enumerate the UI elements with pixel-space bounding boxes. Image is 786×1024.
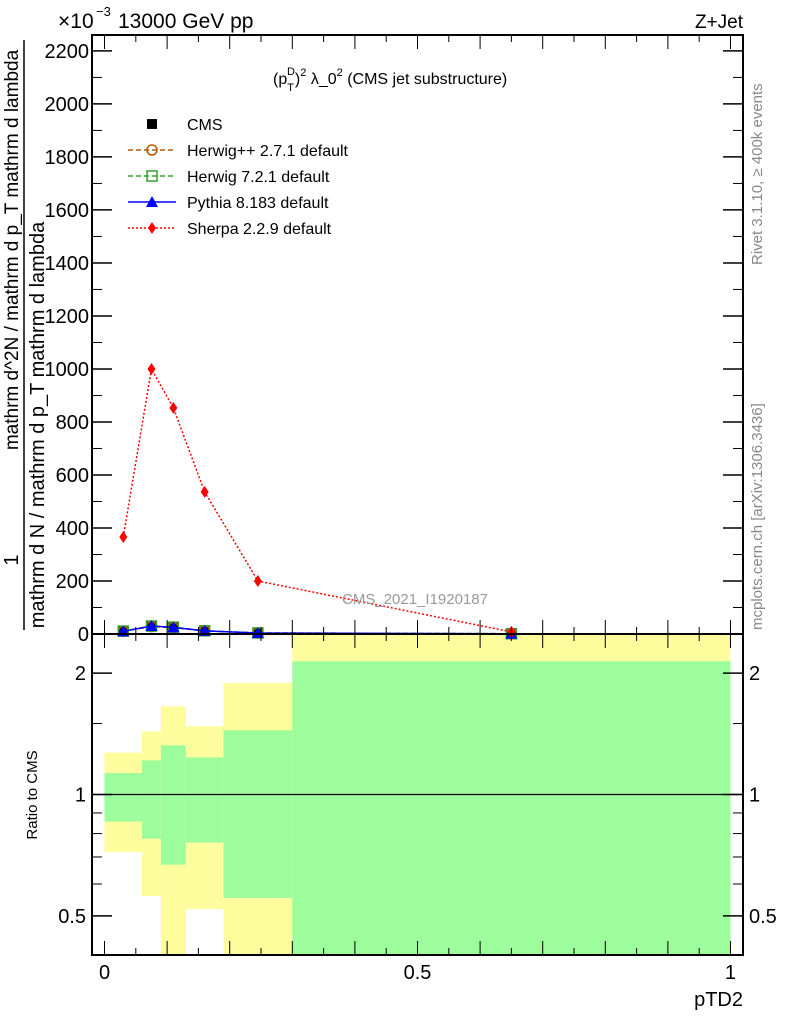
y-axis-label-inner: mathrm d^2N / mathrm d p_T mathrm d lamb… [2, 49, 23, 450]
header-right: Z+Jet [695, 12, 744, 33]
y-tick-label: 0 [78, 624, 89, 646]
legend-marker-cms [147, 119, 157, 129]
ratio-inner-band [142, 760, 161, 839]
side-label-mcplots: mcplots.cern.ch [arXiv:1306.3436] [749, 403, 766, 630]
y-tick-label: 2000 [45, 94, 90, 116]
ratio-y-tick-label: 0.5 [58, 906, 86, 928]
x-tick-label: 1 [725, 962, 736, 984]
axes: 0200400600800100012001400160018002000220… [45, 34, 777, 984]
y-tick-label: 2200 [45, 41, 90, 63]
x-tick-label: 0.5 [404, 962, 432, 984]
legend-label-sherpa-2-2-9-default: Sherpa 2.2.9 default [187, 221, 332, 238]
ratio-y-tick-label-right: 2 [749, 663, 760, 685]
point-sherpa-2-2-9-default [147, 362, 156, 375]
y-tick-label: 1400 [45, 253, 90, 275]
ratio-inner-band [292, 661, 731, 955]
legend-label-herwig-2-7-1-default: Herwig++ 2.7.1 default [187, 143, 349, 160]
series-line-sherpa-2-2-9-default [122, 366, 512, 633]
legend-label-cms: CMS [187, 117, 223, 134]
ratio-inner-band [104, 773, 143, 822]
y-tick-label: 600 [56, 465, 89, 487]
ratio-inner-band [160, 745, 186, 865]
y-tick-label: 200 [56, 571, 89, 593]
ratio-y-tick-label-right: 1 [749, 785, 760, 807]
series-line-pythia-8-183-default [123, 625, 512, 635]
ratio-y-axis-label: Ratio to CMS [24, 750, 41, 839]
y-tick-label: 1000 [45, 359, 90, 381]
ratio-inner-band [223, 730, 293, 898]
watermark: CMS_2021_I1920187 [342, 591, 488, 608]
ratio-y-tick-label: 2 [75, 663, 86, 685]
y-tick-label: 1600 [45, 200, 90, 222]
x-tick-label: 0 [99, 962, 110, 984]
ratio-bands [92, 634, 743, 955]
y-axis-label-numerator: 1 [1, 554, 23, 565]
plot-title: (pTD)2 λ_02 (CMS jet substructure) [273, 66, 507, 94]
y-tick-label: 1200 [45, 306, 90, 328]
svg-text:(pTD)2 λ_02 (CMS jet substruct: (pTD)2 λ_02 (CMS jet substructure) [273, 66, 507, 94]
legend-marker-herwig-7-2-1-default [146, 170, 158, 182]
header-left: 13000 GeV pp [118, 10, 253, 33]
ratio-inner-band [185, 757, 224, 843]
legend-marker-sherpa-2-2-9-default [148, 222, 156, 234]
point-sherpa-2-2-9-default [119, 530, 128, 543]
multiplier-exponent: −3 [96, 4, 111, 19]
side-label-rivet: Rivet 3.1.10, ≥ 400k events [749, 83, 766, 265]
ratio-y-tick-label: 1 [75, 785, 86, 807]
legend: CMS Herwig++ 2.7.1 default Herwig 7.2.1 de… [128, 117, 349, 238]
legend-label-herwig-7-2-1-default: Herwig 7.2.1 default [187, 169, 330, 186]
x-axis-label: pTD2 [694, 989, 743, 1011]
y-tick-label: 400 [56, 518, 89, 540]
point-sherpa-2-2-9-default [253, 574, 262, 587]
point-pythia-8-183-default [145, 620, 158, 632]
y-axis-label: mathrm d^2N / mathrm d p_T mathrm d lamb… [1, 40, 49, 630]
ratio-y-tick-label-right: 0.5 [749, 906, 777, 928]
legend-marker-herwig-2-7-1-default [146, 144, 158, 156]
point-sherpa-2-2-9-default [200, 485, 209, 498]
point-pythia-8-183-default [167, 621, 180, 633]
multiplier: ×10 [58, 10, 94, 33]
y-tick-label: 800 [56, 412, 89, 434]
point-sherpa-2-2-9-default [169, 401, 178, 414]
y-axis-label-denominator: mathrm d N / mathrm d p_T mathrm d lambd… [27, 221, 49, 628]
legend-label-pythia-8-183-default: Pythia 8.183 default [187, 195, 329, 212]
legend-marker-pythia-8-183-default [146, 196, 158, 207]
y-tick-label: 1800 [45, 147, 90, 169]
